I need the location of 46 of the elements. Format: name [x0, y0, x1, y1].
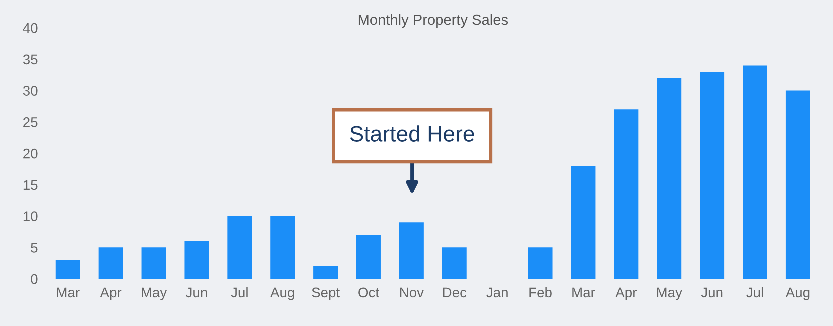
y-tick-label: 20 — [24, 148, 38, 159]
bar — [657, 78, 682, 280]
bar — [270, 216, 296, 280]
bar — [571, 166, 596, 280]
x-tick-label: May — [142, 288, 168, 300]
bar — [442, 248, 467, 280]
bar — [528, 248, 553, 280]
x-tick-label: Dec — [443, 288, 467, 298]
y-tick-label: 5 — [31, 243, 38, 253]
x-tick-label: Feb — [530, 287, 552, 298]
bar — [614, 110, 639, 280]
x-tick-label: Aug — [786, 288, 810, 300]
x-tick-label: Mar — [57, 288, 80, 298]
bar — [743, 66, 768, 280]
y-tick-label: 0 — [31, 274, 38, 284]
x-tick-label: May — [657, 288, 682, 300]
y-tick-label: 15 — [24, 180, 38, 190]
bar — [56, 260, 80, 280]
bar — [228, 216, 252, 280]
bar — [184, 241, 210, 280]
x-tick-label: Oct — [358, 288, 380, 298]
bar — [98, 248, 124, 280]
x-tick-label: Jun — [186, 288, 208, 298]
bar — [399, 222, 424, 280]
bar — [314, 266, 338, 280]
x-tick-label: Apr — [100, 288, 122, 300]
x-tick-label: Apr — [616, 288, 637, 300]
x-tick-label: Jun — [701, 288, 723, 298]
x-tick-label: Nov — [400, 288, 424, 298]
x-tick-label: Jul — [231, 287, 248, 298]
x-tick-label: Jan — [486, 288, 508, 298]
x-tick-label: Aug — [270, 288, 294, 300]
y-tick-label: 25 — [24, 118, 38, 128]
y-tick-label: 35 — [23, 54, 38, 65]
bar — [356, 235, 381, 280]
y-tick-label: 40 — [23, 23, 38, 34]
chart-title: Monthly Property Sales — [358, 14, 508, 28]
x-tick-label: Sept — [312, 288, 340, 300]
x-tick-label: Mar — [572, 288, 596, 298]
bar — [142, 248, 166, 280]
bar — [786, 90, 810, 280]
y-tick-label: 10 — [24, 212, 38, 222]
annotation: Started Here — [350, 126, 474, 142]
y-tick-label: 30 — [23, 86, 38, 96]
bar — [700, 72, 725, 280]
x-tick-label: Jul — [746, 287, 764, 298]
